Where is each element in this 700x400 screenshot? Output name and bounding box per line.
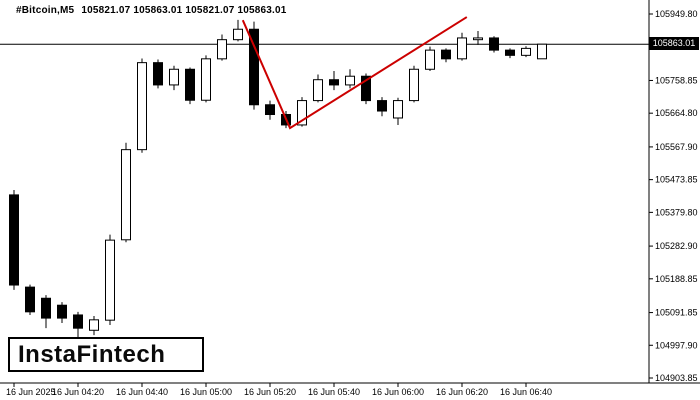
time-axis-label: 16 Jun 04:20 — [52, 387, 104, 397]
symbol-ohlc-readout: #Bitcoin,M5 105821.07 105863.01 105821.0… — [16, 5, 291, 16]
price-axis-label: 105473.85 — [655, 175, 698, 185]
trendline[interactable] — [241, 16, 468, 130]
candle — [345, 69, 355, 89]
candle — [217, 34, 227, 61]
time-axis-label: 16 Jun 2025 — [6, 387, 56, 397]
candle — [361, 73, 371, 105]
time-axis-label: 16 Jun 06:40 — [500, 387, 552, 397]
candle — [425, 46, 435, 72]
candle — [153, 59, 163, 89]
time-axis-label: 16 Jun 06:20 — [436, 387, 488, 397]
candle — [57, 302, 67, 323]
price-axis-label: 105282.90 — [655, 241, 698, 251]
price-axis-label: 105664.80 — [655, 108, 698, 118]
price-axis-label: 105379.80 — [655, 207, 698, 217]
candle — [233, 19, 243, 42]
time-axis-label: 16 Jun 04:40 — [116, 387, 168, 397]
time-axis-label: 16 Jun 06:00 — [372, 387, 424, 397]
candle — [249, 21, 259, 110]
candle — [489, 36, 499, 53]
symbol-label: #Bitcoin,M5 — [16, 5, 75, 16]
candle — [473, 30, 483, 45]
candle — [329, 71, 339, 91]
candle — [105, 234, 115, 326]
price-axis-label: 105758.85 — [655, 75, 698, 85]
candle — [41, 295, 51, 329]
time-axis-label: 16 Jun 05:20 — [244, 387, 296, 397]
price-axis-label: 105188.85 — [655, 274, 698, 284]
candle — [89, 316, 99, 336]
candle — [9, 190, 19, 290]
instafintech-logo: InstaFintech — [8, 337, 204, 372]
candle — [457, 32, 467, 61]
candle — [201, 55, 211, 103]
price-axis-label: 104997.90 — [655, 340, 698, 350]
candle — [297, 97, 307, 127]
candle — [537, 43, 547, 60]
candle — [169, 65, 179, 91]
candle — [521, 46, 531, 58]
ohlc-values: 105821.07 105863.01 105821.07 105863.01 — [81, 5, 287, 16]
candle — [73, 311, 83, 341]
price-axis-label: 105567.90 — [655, 142, 698, 152]
candle — [265, 100, 275, 120]
price-axis-label: 105949.80 — [655, 9, 698, 19]
candle — [121, 142, 131, 243]
candle — [409, 65, 419, 103]
candle — [393, 97, 403, 125]
candle — [185, 67, 195, 105]
candle — [137, 58, 147, 153]
candle — [313, 74, 323, 103]
logo-text: InstaFintech — [18, 340, 166, 368]
current-price-label: 105863.01 — [649, 37, 699, 51]
price-axis-label: 105091.85 — [655, 308, 698, 318]
candle — [441, 48, 451, 63]
candle — [377, 97, 387, 117]
candle — [25, 284, 35, 315]
candle — [505, 48, 515, 59]
time-axis-label: 16 Jun 05:40 — [308, 387, 360, 397]
time-axis-label: 16 Jun 05:00 — [180, 387, 232, 397]
price-axis-label: 104903.85 — [655, 373, 698, 383]
